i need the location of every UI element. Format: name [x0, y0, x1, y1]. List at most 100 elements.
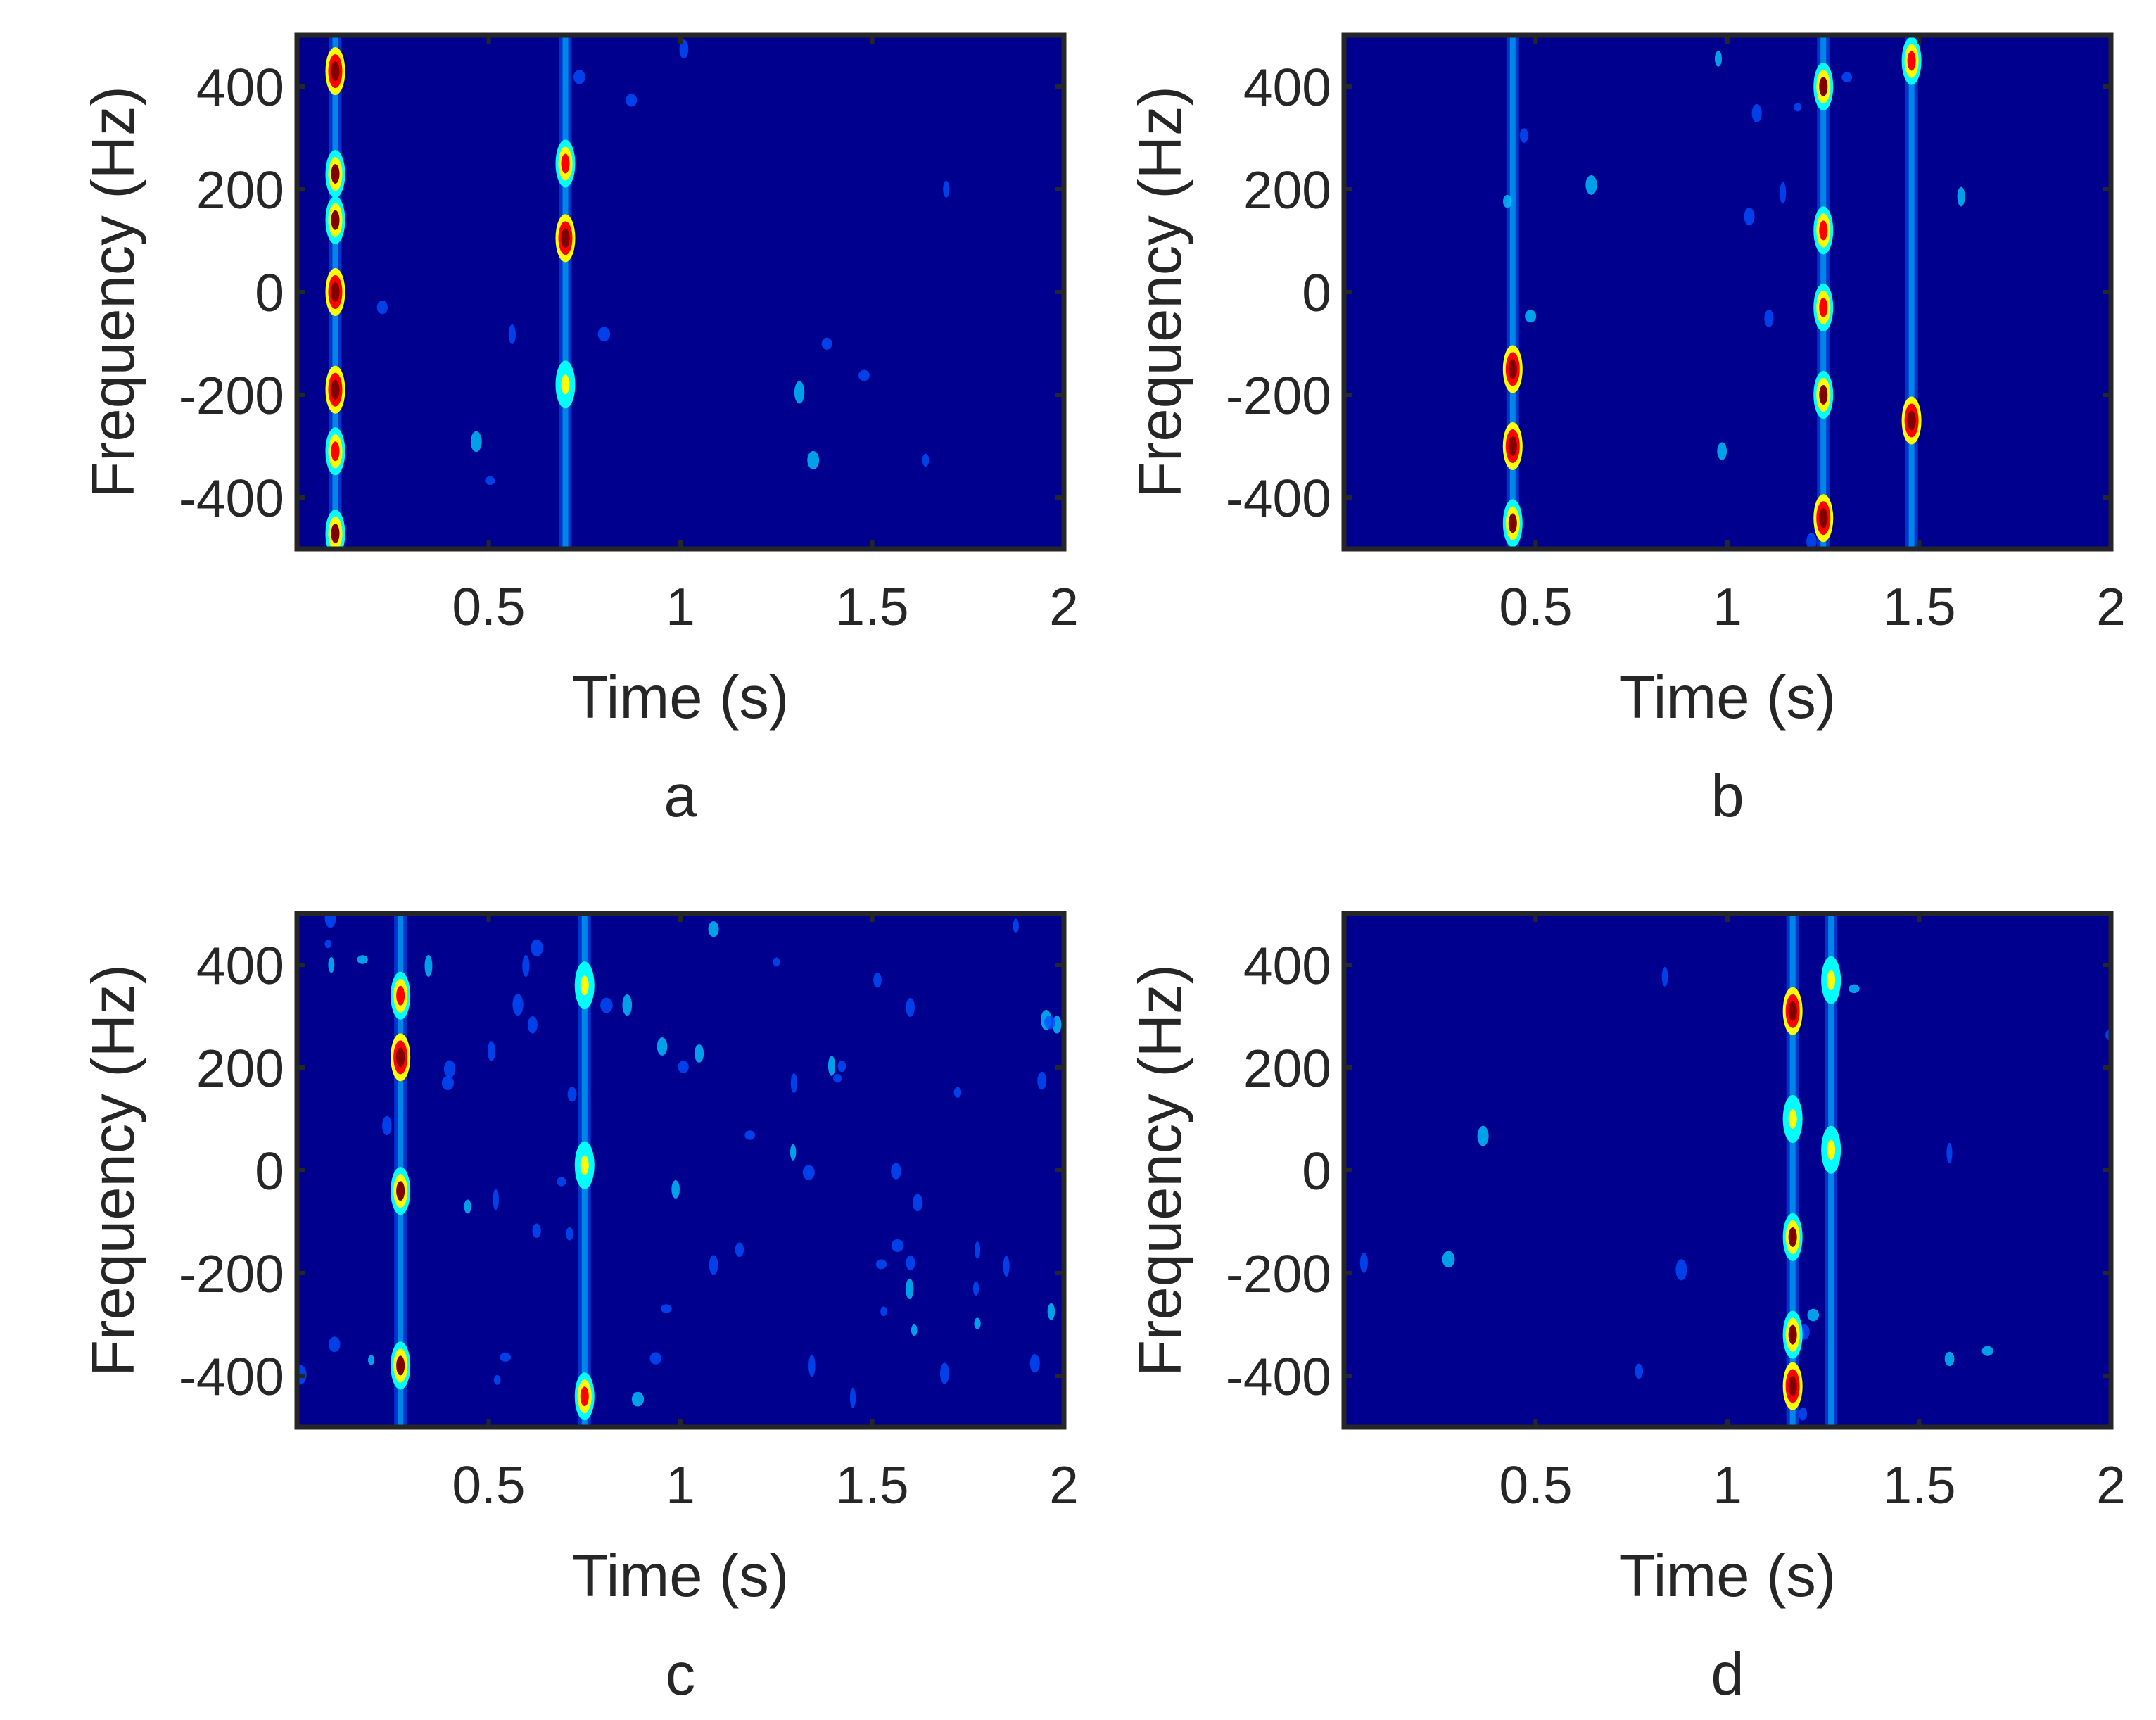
noise-speckle: [849, 1387, 856, 1408]
y-tick-label: 400: [1243, 58, 1331, 117]
noise-speckle: [485, 476, 495, 486]
noise-speckle: [953, 1087, 962, 1098]
intensity-blob: [1788, 1227, 1797, 1247]
noise-speckle: [821, 337, 832, 350]
panel-label: b: [1711, 763, 1744, 830]
noise-speckle: [911, 1324, 918, 1336]
noise-speckle: [522, 954, 530, 978]
noise-speckle: [837, 1060, 846, 1073]
noise-speckle: [875, 1259, 887, 1270]
intensity-blob: [1827, 1139, 1836, 1160]
y-tick-label: -200: [1226, 1244, 1331, 1303]
y-axis-label: Frequency (Hz): [1127, 86, 1194, 498]
heatmap-content: [297, 913, 1062, 1427]
plot-area: [1344, 35, 2111, 549]
noise-speckle: [974, 1317, 981, 1329]
noise-speckle: [709, 1255, 718, 1275]
intensity-blob: [561, 153, 570, 174]
noise-speckle: [940, 1362, 949, 1384]
noise-speckle: [802, 1165, 815, 1180]
noise-speckle: [508, 324, 516, 345]
panel-label: d: [1711, 1641, 1744, 1708]
noise-speckle: [922, 453, 930, 467]
noise-speckle: [493, 1374, 501, 1385]
panel-d: 0.5 1 1.5 2 -400 -200 0 200 400 Time (s) Frequency…: [1127, 911, 2126, 1708]
noise-speckle: [1944, 1351, 1955, 1367]
noise-speckle: [1477, 1125, 1489, 1146]
heatmap-content: [1502, 35, 1965, 549]
y-tick-label: -400: [1226, 469, 1331, 528]
noise-speckle: [671, 1180, 680, 1199]
noise-speckle: [324, 940, 332, 949]
x-tick-label: 1.5: [835, 1455, 908, 1515]
noise-speckle: [694, 1044, 704, 1063]
x-tick-label: 0.5: [1499, 577, 1572, 636]
noise-speckle: [880, 1306, 887, 1317]
noise-speckle: [1807, 1308, 1820, 1322]
x-axis-label: Time (s): [572, 664, 789, 731]
y-tick-label: -400: [179, 1347, 284, 1406]
y-tick-label: -400: [179, 469, 284, 528]
noise-speckle: [1714, 51, 1722, 67]
intensity-blob: [1788, 1376, 1797, 1396]
intensity-blob: [1907, 51, 1916, 71]
noise-speckle: [367, 1355, 375, 1365]
intensity-blob: [561, 374, 570, 395]
plot-area: [297, 35, 1064, 549]
heatmap-content: [1359, 913, 2111, 1427]
intensity-blob: [331, 524, 340, 544]
x-axis-label: Time (s): [572, 1543, 789, 1610]
noise-speckle: [1764, 309, 1774, 328]
noise-speckle: [600, 997, 613, 1013]
intensity-blob: [1508, 359, 1517, 379]
y-tick-label: 0: [255, 1142, 284, 1201]
y-tick-label: -200: [179, 366, 284, 425]
noise-speckle: [424, 954, 433, 977]
noise-speckle: [443, 1060, 456, 1078]
intensity-blob: [396, 1047, 405, 1068]
noise-speckle: [631, 1391, 645, 1407]
noise-speckle: [566, 1227, 573, 1241]
noise-speckle: [557, 1177, 566, 1187]
noise-speckle: [527, 1016, 538, 1034]
noise-speckle: [891, 1239, 904, 1253]
noise-speckle: [678, 1061, 689, 1073]
panel-c: 0.5 1 1.5 2 -400 -200 0 200 400 Time (s) Frequency…: [80, 911, 1079, 1708]
noise-speckle: [1661, 967, 1668, 987]
intensity-blob: [1819, 220, 1828, 241]
panel-a: 0.5 1 1.5 2 -400 -200 0 200 400 Time (s) Frequency…: [80, 32, 1079, 830]
noise-speckle: [873, 972, 882, 988]
noise-speckle: [1047, 1303, 1055, 1320]
intensity-blob: [1819, 385, 1828, 405]
x-tick-label: 1.5: [1882, 577, 1955, 636]
noise-speckle: [1037, 1071, 1047, 1090]
plot-area: [1344, 913, 2111, 1427]
noise-speckle: [512, 994, 524, 1016]
x-tick-label: 1: [1713, 1455, 1742, 1515]
intensity-blob: [331, 61, 340, 82]
noise-speckle: [500, 1353, 511, 1362]
noise-speckle: [1442, 1251, 1455, 1268]
x-tick-label: 1.5: [1882, 1455, 1955, 1515]
noise-speckle: [1359, 1252, 1368, 1273]
y-tick-label: -200: [179, 1244, 284, 1303]
intensity-blob: [1827, 970, 1836, 990]
x-axis-label: Time (s): [1619, 1543, 1836, 1610]
noise-speckle: [972, 1281, 979, 1296]
noise-speckle: [441, 1075, 455, 1090]
intensity-blob: [1907, 410, 1916, 431]
intensity-blob: [580, 1155, 589, 1175]
noise-speckle: [1780, 182, 1787, 204]
noise-speckle: [912, 1194, 923, 1212]
intensity-blob: [331, 164, 340, 184]
y-tick-label: 400: [196, 58, 284, 117]
signal-stripe-core: [1509, 35, 1516, 549]
noise-speckle: [1029, 1354, 1040, 1373]
noise-speckle: [1849, 984, 1860, 994]
noise-speckle: [324, 913, 336, 928]
intensity-blob: [580, 975, 589, 996]
panel-label: c: [666, 1641, 696, 1708]
intensity-blob: [1819, 508, 1828, 529]
noise-speckle: [597, 327, 611, 342]
intensity-blob: [1788, 1109, 1797, 1129]
